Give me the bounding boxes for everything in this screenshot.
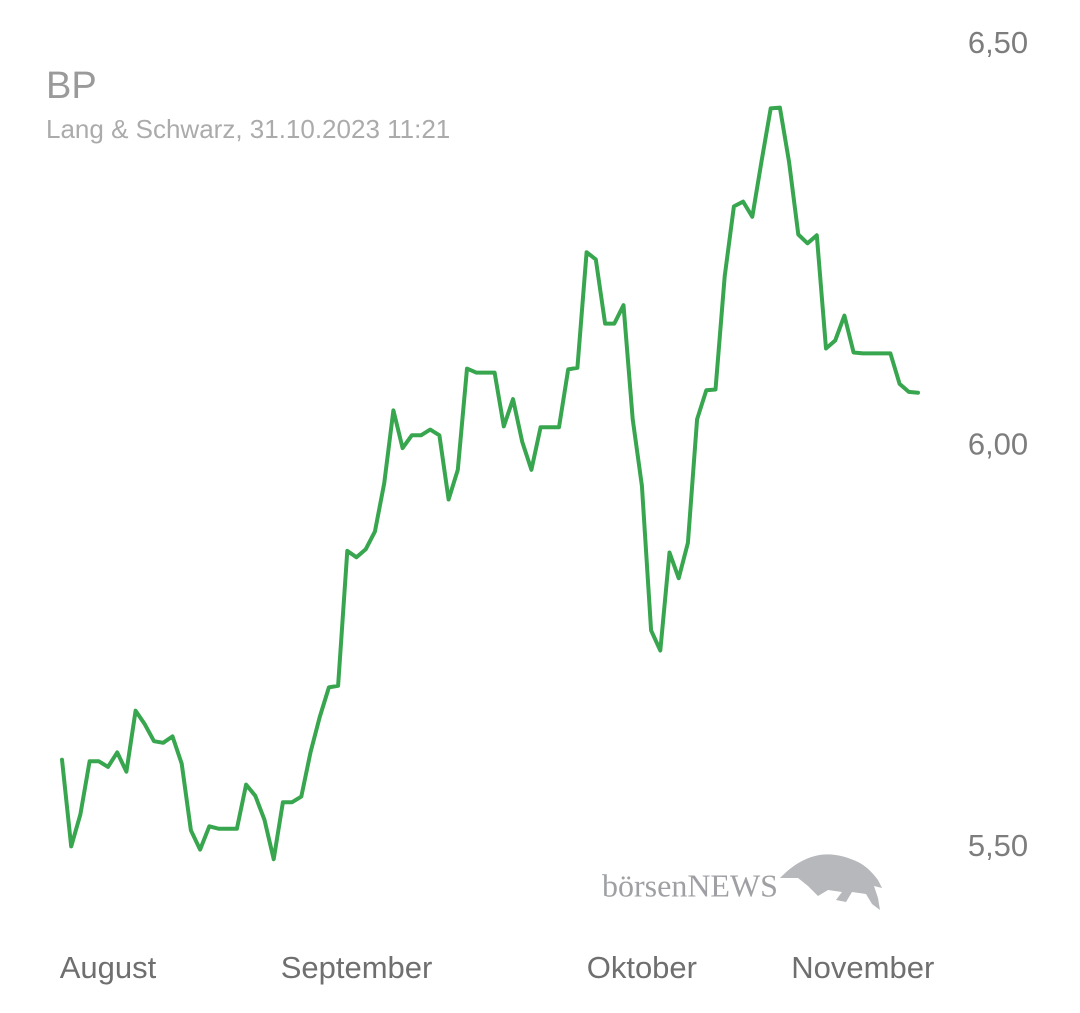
watermark: börsenNEWS xyxy=(602,867,778,903)
chart-subtitle: Lang & Schwarz, 31.10.2023 11:21 xyxy=(46,114,450,144)
y-tick-label: 6,50 xyxy=(968,25,1028,60)
y-tick-label: 6,00 xyxy=(968,427,1028,462)
watermark-bull xyxy=(780,854,882,910)
y-tick-label: 5,50 xyxy=(968,828,1028,863)
x-tick-label: August xyxy=(60,950,157,985)
chart-title: BP xyxy=(46,65,97,107)
x-tick-label: Oktober xyxy=(587,950,697,985)
price-line xyxy=(60,105,920,862)
watermark-logo: börsenNEWS xyxy=(602,854,882,910)
x-tick-label: September xyxy=(281,950,433,985)
x-tick-label: November xyxy=(791,950,934,985)
